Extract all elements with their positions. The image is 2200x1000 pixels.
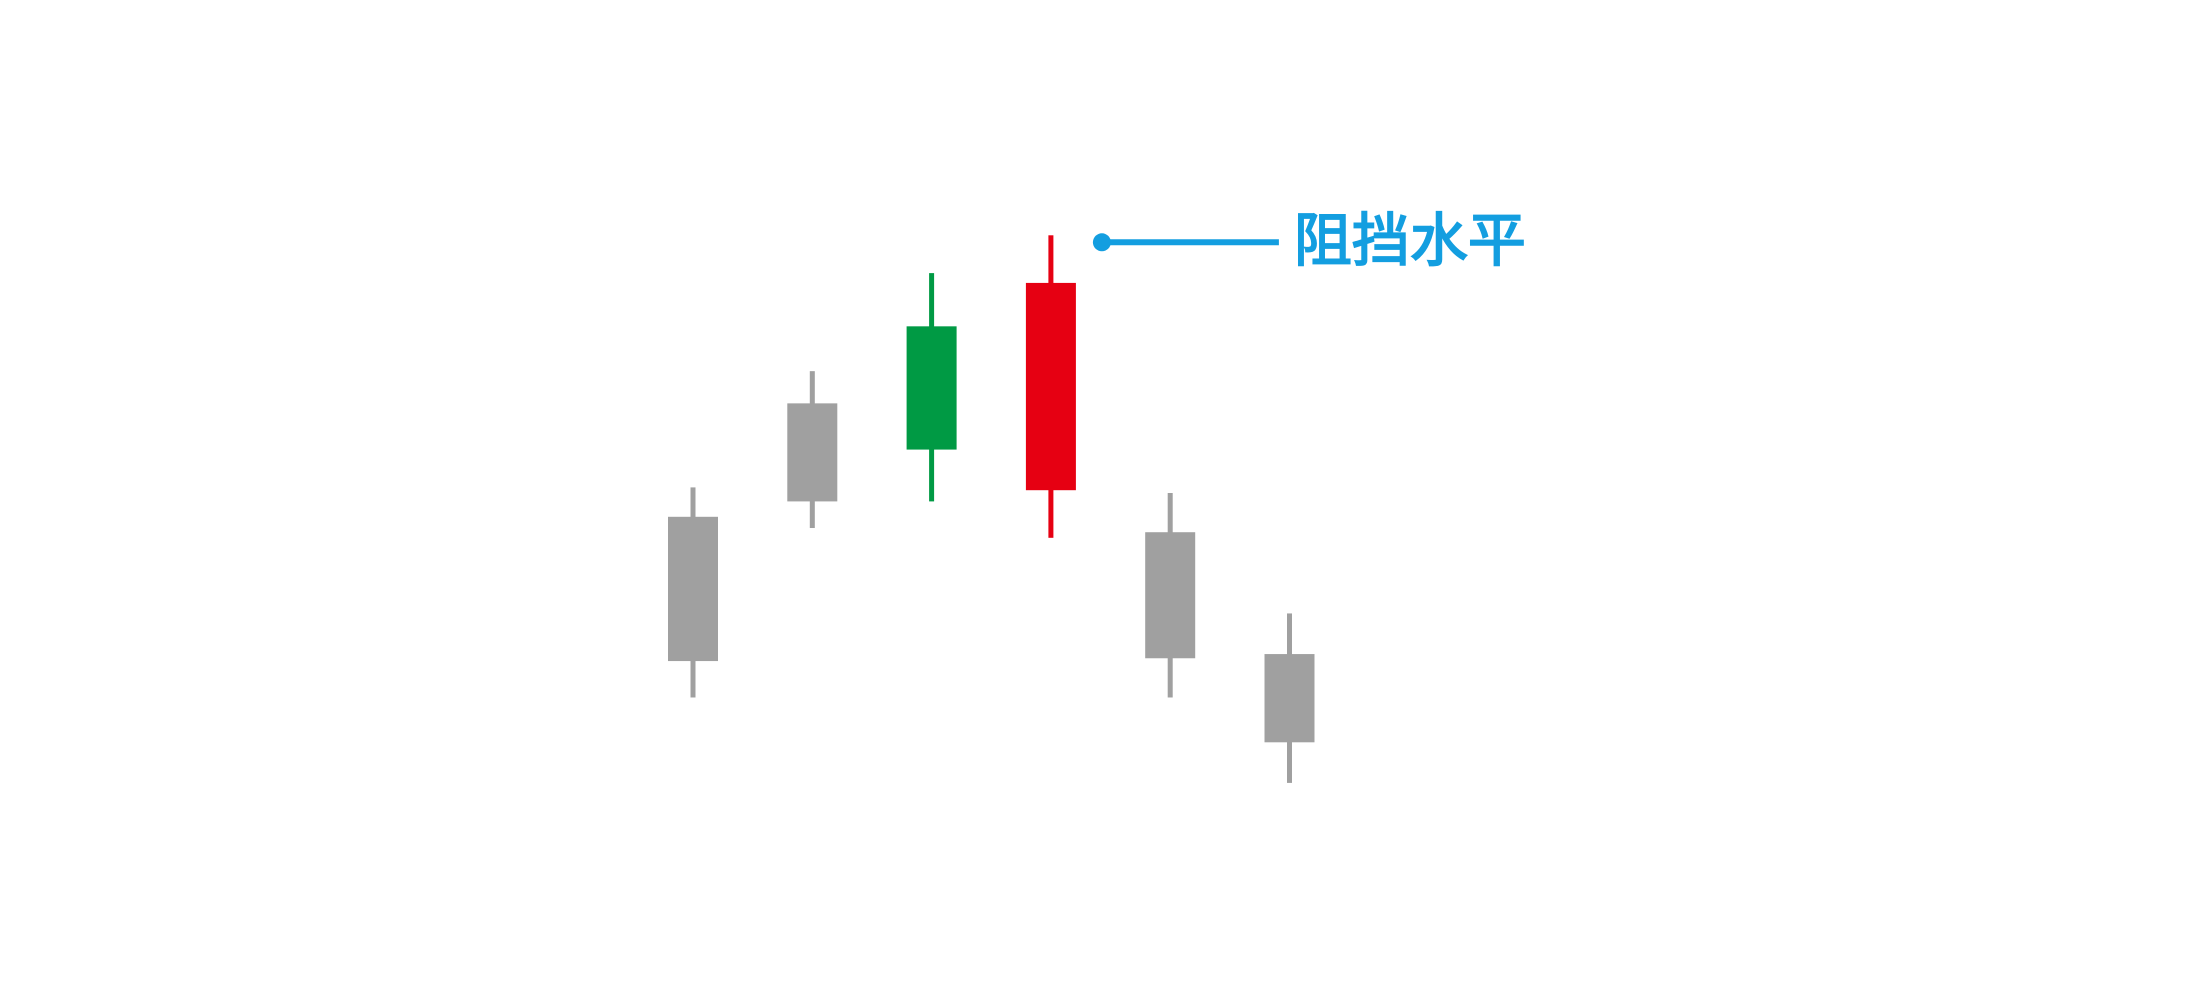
candle-body	[1264, 654, 1315, 743]
candle-body	[1145, 532, 1196, 659]
candle-body	[787, 403, 838, 502]
candle-body	[1025, 282, 1076, 491]
annotation-text: 阻挡水平	[1294, 206, 1526, 274]
candle-body	[906, 326, 957, 450]
candle-body	[668, 516, 718, 662]
